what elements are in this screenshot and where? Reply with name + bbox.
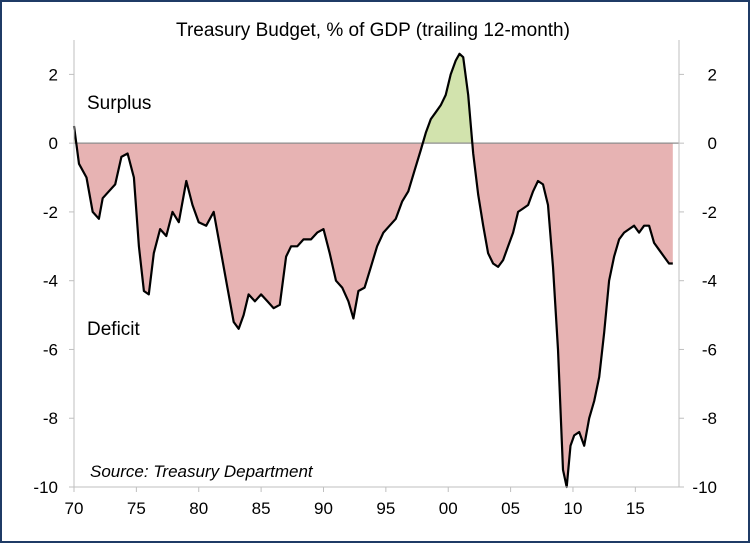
x-tick-label: 80 [189, 499, 208, 518]
x-tick-label: 15 [626, 499, 645, 518]
x-ticks: 70 75 80 85 90 95 00 05 10 15 [65, 487, 645, 518]
x-tick-label: 05 [501, 499, 520, 518]
surplus-area-2 [422, 53, 473, 144]
x-tick-label: 85 [252, 499, 271, 518]
y-tick-label-right: -6 [702, 340, 717, 359]
y-tick-label-right: 0 [708, 134, 717, 153]
source-note: Source: Treasury Department [90, 462, 314, 481]
x-tick-label: 00 [439, 499, 458, 518]
y-tick-label-left: -8 [43, 409, 58, 428]
x-tick-label: 10 [564, 499, 583, 518]
y-tick-label-left: 2 [49, 65, 58, 84]
series-line [72, 52, 673, 489]
x-tick-label: 75 [127, 499, 146, 518]
y-ticks-left: 2 0 -2 -4 -6 -8 -10 [33, 65, 74, 497]
surplus-label: Surplus [87, 93, 151, 114]
y-tick-label-left: -4 [43, 272, 58, 291]
y-tick-label-left: -10 [33, 478, 58, 497]
y-tick-label-left: -2 [43, 203, 58, 222]
y-tick-label-right: -2 [702, 203, 717, 222]
deficit-label: Deficit [87, 319, 141, 340]
x-tick-label: 95 [376, 499, 395, 518]
y-tick-label-right: -10 [692, 478, 717, 497]
x-tick-label: 90 [314, 499, 333, 518]
y-tick-label-left: -6 [43, 340, 58, 359]
y-tick-label-right: 2 [708, 65, 717, 84]
deficit-area-3 [472, 143, 673, 487]
chart-title: Treasury Budget, % of GDP (trailing 12-m… [176, 20, 570, 41]
y-tick-label-right: -4 [702, 272, 717, 291]
y-ticks-right: 2 0 -2 -4 -6 -8 -10 [679, 65, 717, 497]
y-tick-label-right: -8 [702, 409, 717, 428]
y-tick-label-left: 0 [49, 134, 58, 153]
area-fills [74, 53, 673, 487]
deficit-area-1 [76, 143, 423, 329]
x-tick-label: 70 [65, 499, 84, 518]
